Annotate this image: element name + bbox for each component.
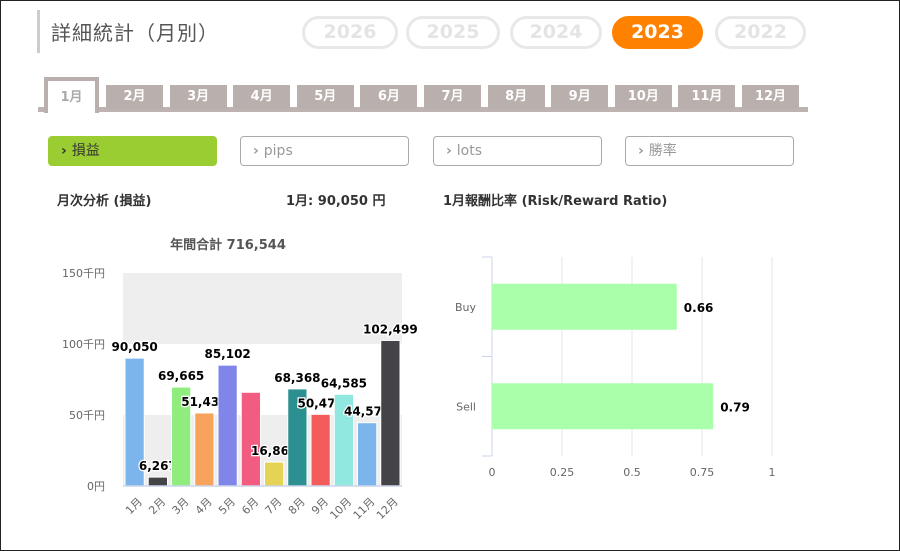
tab-month-6[interactable]: 6月: [360, 85, 418, 109]
filter-1-button[interactable]: › 損益: [48, 136, 217, 166]
data-label: 0.79: [720, 400, 750, 414]
plot-band: [123, 415, 402, 486]
title-accent-bar: [37, 10, 40, 53]
monthly-analysis-heading: 月次分析 (損益): [57, 194, 152, 209]
bar-Sell: [492, 383, 714, 430]
filter-label: lots: [456, 143, 483, 159]
data-label: 51,437: [181, 395, 227, 409]
chevron-right-icon: ›: [446, 143, 452, 159]
x-tick-label: 5月: [216, 495, 238, 517]
x-tick-label: 1: [769, 466, 776, 479]
bar-6月: [240, 391, 261, 487]
y-tick-label: 50千円: [69, 409, 105, 422]
tab-month-10[interactable]: 10月: [614, 85, 672, 109]
tab-month-9[interactable]: 9月: [551, 85, 609, 109]
filter-4-button[interactable]: › 勝率: [625, 136, 794, 166]
y-tick-label: 150千円: [62, 267, 105, 280]
tab-month-8[interactable]: 8月: [487, 85, 545, 109]
x-tick-label: 4月: [193, 495, 215, 517]
bar-7月: [264, 461, 285, 487]
tab-month-2[interactable]: 2月: [106, 85, 163, 109]
x-tick-label: 0.75: [690, 466, 715, 479]
chart-title: 年間合計 716,544: [170, 237, 286, 253]
x-tick-label: 12月: [374, 495, 401, 522]
filter-3-button[interactable]: › lots: [433, 136, 602, 166]
chevron-right-icon: ›: [61, 143, 67, 159]
filter-label: pips: [263, 143, 293, 159]
x-tick-label: 3月: [170, 495, 192, 517]
tab-month-11[interactable]: 11月: [678, 85, 736, 109]
x-tick-label: 2月: [146, 495, 168, 517]
filter-label: 勝率: [648, 143, 677, 159]
data-label: 6,267: [139, 459, 177, 473]
data-label: 85,102: [204, 347, 250, 361]
bar-12月: [380, 339, 401, 487]
data-label: 16,861: [251, 444, 297, 458]
x-tick-label: 0.25: [550, 466, 575, 479]
y-category-label: Sell: [456, 400, 476, 413]
bar-5月: [217, 364, 238, 487]
tab-month-4[interactable]: 4月: [233, 85, 291, 109]
y-tick-label: 100千円: [62, 338, 105, 351]
x-tick-label: 8月: [286, 495, 308, 517]
year-2023-button[interactable]: 2023: [612, 16, 703, 49]
tab-bar-line: [38, 107, 808, 112]
bar-Buy: [492, 283, 677, 330]
tab-month-3[interactable]: 3月: [169, 85, 227, 109]
x-tick-label: 1月: [123, 495, 145, 517]
y-category-label: Buy: [455, 301, 477, 314]
bar-2月: [147, 476, 168, 487]
plot-band: [123, 273, 402, 344]
tab-month-5[interactable]: 5月: [296, 85, 354, 109]
tab-month-12[interactable]: 12月: [742, 85, 799, 109]
data-label: 102,499: [363, 322, 418, 336]
data-label: 68,368: [274, 371, 320, 385]
filter-label: 損益: [71, 143, 100, 159]
year-2025-button[interactable]: 2025: [406, 16, 500, 49]
month-summary: 1月: 90,050 円: [286, 194, 386, 209]
chevron-right-icon: ›: [638, 143, 644, 159]
data-label: 69,665: [158, 369, 204, 383]
filter-2-button[interactable]: › pips: [240, 136, 409, 166]
bar-4月: [194, 412, 215, 487]
y-tick-label: 0円: [87, 480, 105, 493]
x-tick-label: 6月: [239, 495, 261, 517]
tab-month-7[interactable]: 7月: [424, 85, 481, 109]
data-label: 0.66: [684, 301, 714, 315]
bar-11月: [357, 422, 378, 487]
x-tick-label: 11月: [351, 495, 378, 522]
tab-month-1[interactable]: 1月: [44, 77, 99, 113]
year-2022-button[interactable]: 2022: [715, 16, 806, 49]
data-label: 64,585: [321, 376, 367, 390]
x-tick-label: 0: [489, 466, 496, 479]
risk-reward-heading: 1月報酬比率 (Risk/Reward Ratio): [443, 194, 668, 209]
x-tick-label: 0.5: [623, 466, 641, 479]
bar-9月: [310, 413, 331, 487]
x-tick-label: 7月: [263, 495, 285, 517]
data-label: 90,050: [111, 340, 157, 354]
year-2024-button[interactable]: 2024: [510, 16, 602, 49]
chevron-right-icon: ›: [253, 143, 259, 159]
page-title: 詳細統計（月別）: [51, 21, 219, 45]
data-label: 50,472: [297, 396, 343, 410]
data-label: 44,577: [344, 405, 390, 419]
x-tick-label: 10月: [327, 495, 354, 522]
year-2026-button[interactable]: 2026: [302, 16, 398, 49]
